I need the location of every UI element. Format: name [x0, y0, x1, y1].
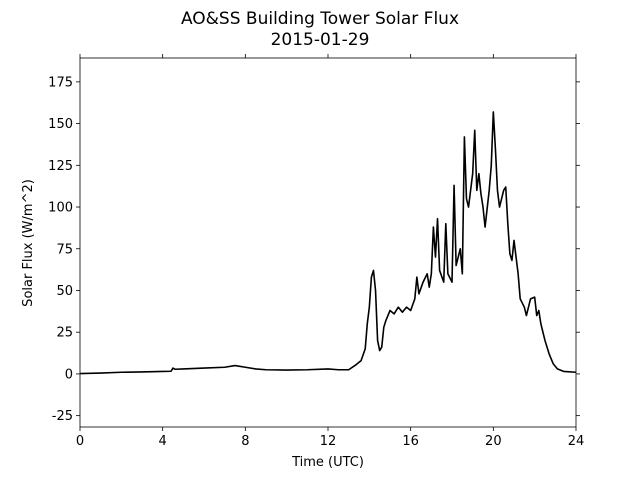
x-tick-label: 0: [76, 434, 84, 449]
y-tick-label: 150: [48, 117, 73, 132]
x-tick-label: 16: [402, 434, 419, 449]
y-tick-label: 25: [56, 326, 73, 341]
y-tick-label: -25: [52, 409, 73, 424]
y-tick-label: 125: [48, 159, 73, 174]
data-line: [79, 111, 577, 375]
y-axis-label: Solar Flux (W/m^2): [21, 179, 36, 307]
y-tick-label: 100: [48, 201, 73, 216]
y-tick-label: 175: [48, 75, 73, 90]
x-tick-label: 24: [568, 434, 585, 449]
chart-title: AO&SS Building Tower Solar Flux: [181, 9, 459, 29]
x-tick-label: 8: [241, 434, 249, 449]
y-tick-label: 50: [56, 284, 73, 299]
y-tick-label: 75: [56, 242, 73, 257]
y-tick-label: 0: [65, 367, 73, 382]
x-tick-label: 20: [485, 434, 502, 449]
x-tick-label: 4: [159, 434, 167, 449]
chart-subtitle: 2015-01-29: [271, 30, 370, 50]
x-axis-label: Time (UTC): [291, 455, 364, 470]
x-tick-label: 12: [320, 434, 337, 449]
